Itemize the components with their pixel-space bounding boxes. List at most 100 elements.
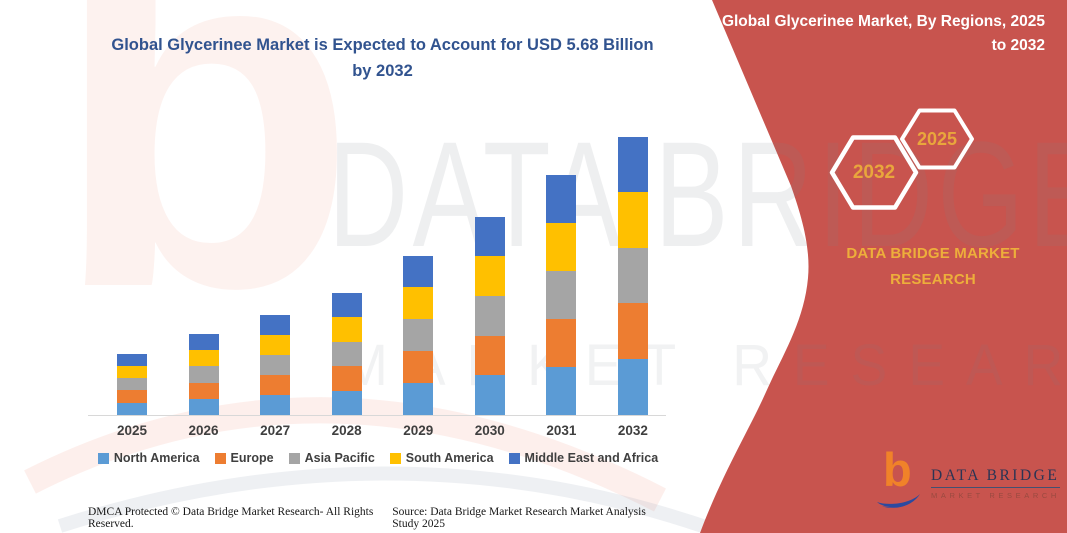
bar-segment-south-america — [617, 191, 648, 248]
footer: DMCA Protected © Data Bridge Market Rese… — [88, 506, 674, 530]
logo-swoosh-icon — [877, 494, 920, 508]
bar-stack-2029 — [403, 255, 434, 415]
x-axis-labels: 2025 2026 2027 2028 2029 2030 2031 2032 — [103, 423, 662, 438]
bar-segment-south-america — [117, 365, 147, 379]
hexagon-year-2032: 2032 — [852, 162, 896, 183]
side-panel-shape — [700, 0, 1067, 533]
x-axis-label: 2025 — [116, 423, 148, 438]
legend-label: South America — [405, 451, 494, 465]
x-axis-label: 2027 — [260, 423, 291, 438]
x-axis-label: 2030 — [474, 423, 505, 438]
bar-segment-asia-pacific — [546, 271, 577, 319]
bar-segment-south-america — [546, 223, 577, 271]
bar-segment-north-america — [117, 402, 147, 415]
legend-label: Europe — [230, 451, 274, 465]
bar-segment-middle-east-and-africa — [403, 255, 434, 288]
x-axis-label: 2029 — [403, 423, 434, 438]
bar-segment-asia-pacific — [117, 378, 147, 391]
bar-stack-2031 — [546, 175, 577, 415]
legend-swatch-icon — [97, 452, 109, 464]
bar-segment-middle-east-and-africa — [188, 334, 219, 351]
footer-source: Source: Data Bridge Market Research Mark… — [392, 506, 646, 530]
bar-stack-2026 — [188, 334, 219, 415]
bar-segment-middle-east-and-africa — [474, 216, 505, 257]
legend-label: Middle East and Africa — [524, 451, 659, 465]
legend-item-asia-pacific: Asia Pacific — [288, 451, 375, 465]
chart-title: Global Glycerinee Market is Expected to … — [111, 36, 654, 80]
watermark-b-logo: b — [52, 0, 358, 391]
bar-stack-2027 — [260, 314, 291, 415]
bar-segment-south-america — [474, 256, 505, 296]
x-axis-label: 2026 — [188, 423, 219, 438]
legend-label: North America — [113, 451, 200, 465]
x-axis-label: 2031 — [546, 423, 577, 438]
bar-segment-asia-pacific — [188, 366, 219, 383]
bar-chart — [103, 130, 662, 415]
logo-wordmark: DATA BRIDGE — [931, 467, 1060, 488]
bar-segment-middle-east-and-africa — [117, 353, 147, 366]
bar-2027 — [246, 130, 304, 415]
bar-2029 — [389, 130, 447, 415]
bar-segment-north-america — [260, 394, 291, 415]
legend-item-europe: Europe — [214, 451, 274, 465]
watermark-text-line2: MARKET RESEARCH — [342, 333, 1067, 398]
bar-2031 — [532, 130, 590, 415]
logo-b-icon: b — [876, 446, 922, 510]
bar-segment-north-america — [617, 359, 648, 415]
legend-swatch-icon — [389, 452, 401, 464]
bar-2028 — [318, 130, 376, 415]
bar-segment-asia-pacific — [260, 354, 291, 375]
bar-2025 — [103, 130, 161, 415]
dbmr-logo: b DATA BRIDGE MARKET RESEARCH — [876, 446, 1060, 510]
watermark-gray-swoosh — [57, 466, 723, 533]
bar-2032 — [604, 130, 662, 415]
bar-segment-europe — [403, 351, 434, 384]
legend-item-north-america: North America — [97, 451, 200, 465]
legend-item-middle-east-and-africa: Middle East and Africa — [508, 451, 659, 465]
bar-segment-asia-pacific — [617, 247, 648, 304]
brand-caption: DATA BRIDGE MARKET RESEARCH — [846, 245, 1020, 288]
bar-segment-europe — [117, 390, 147, 403]
bar-2030 — [461, 130, 519, 415]
bar-stack-2025 — [117, 353, 147, 415]
logo-tagline: MARKET RESEARCH — [931, 491, 1060, 500]
bar-segment-middle-east-and-africa — [260, 314, 291, 335]
bar-segment-europe — [474, 335, 505, 376]
legend-swatch-icon — [508, 452, 520, 464]
bar-segment-europe — [546, 319, 577, 367]
bar-segment-europe — [188, 382, 219, 399]
chart-legend: North America Europe Asia Pacific South Ame… — [88, 451, 668, 465]
legend-label: Asia Pacific — [304, 451, 375, 465]
hexagon-year-2025: 2025 — [916, 129, 958, 149]
bar-stack-2028 — [331, 292, 362, 415]
legend-item-south-america: South America — [389, 451, 494, 465]
bar-2026 — [175, 130, 233, 415]
bar-segment-north-america — [474, 375, 505, 415]
bar-segment-asia-pacific — [331, 341, 362, 366]
bar-segment-south-america — [260, 334, 291, 355]
bar-segment-middle-east-and-africa — [331, 292, 362, 317]
legend-swatch-icon — [288, 452, 300, 464]
footer-dmca: DMCA Protected © Data Bridge Market Rese… — [88, 506, 374, 530]
legend-swatch-icon — [214, 452, 226, 464]
bar-segment-south-america — [331, 317, 362, 342]
bar-segment-north-america — [403, 383, 434, 415]
bar-stack-2030 — [474, 216, 505, 415]
bar-segment-north-america — [331, 390, 362, 415]
bar-segment-south-america — [188, 350, 219, 367]
bar-segment-europe — [331, 366, 362, 391]
x-axis-label: 2032 — [617, 423, 648, 438]
panel-heading: Global Glycerinee Market, By Regions, 20… — [721, 13, 1045, 55]
bar-segment-north-america — [546, 367, 577, 415]
bar-segment-asia-pacific — [474, 295, 505, 336]
bar-segment-asia-pacific — [403, 319, 434, 352]
bar-segment-south-america — [403, 287, 434, 320]
x-axis-label: 2028 — [331, 423, 362, 438]
bar-segment-middle-east-and-africa — [617, 136, 648, 192]
bar-segment-north-america — [188, 398, 219, 415]
bar-stack-2032 — [617, 136, 648, 415]
bar-segment-europe — [617, 303, 648, 360]
bar-segment-middle-east-and-africa — [546, 175, 577, 223]
